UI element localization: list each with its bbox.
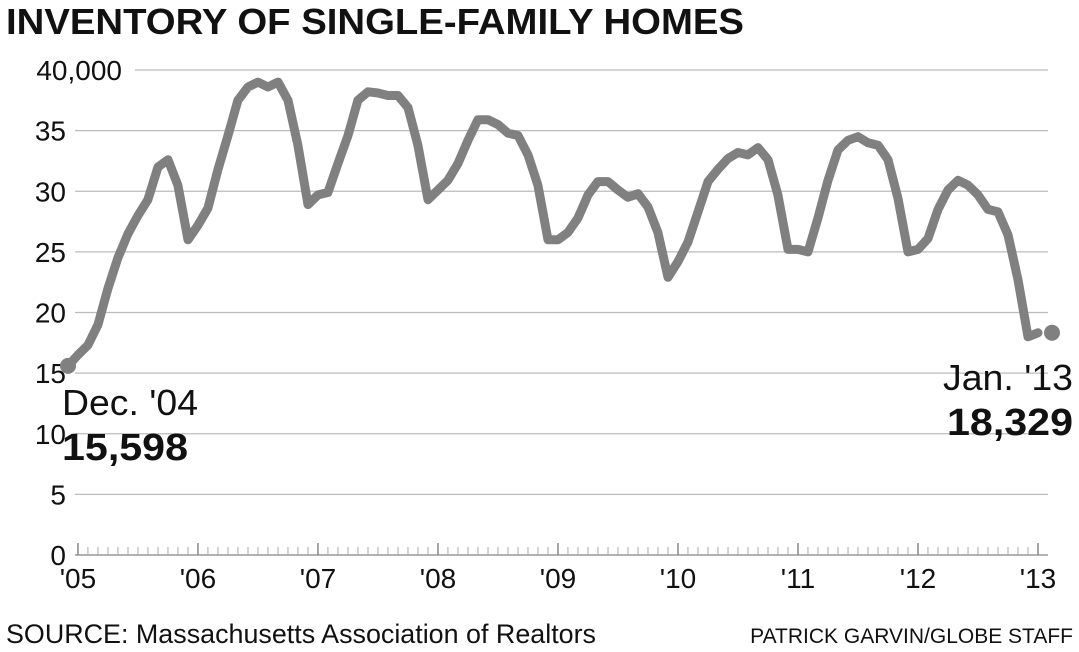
value-label: 18,329 — [947, 402, 1073, 444]
x-tick-label: '09 — [540, 563, 577, 594]
y-tick-label: 25 — [35, 237, 66, 268]
y-tick-label: 20 — [35, 298, 66, 329]
x-tick-label: '05 — [60, 563, 97, 594]
y-tick-label: 0 — [50, 540, 66, 571]
y-tick-label: 35 — [35, 116, 66, 147]
x-tick-label: '12 — [900, 563, 937, 594]
end-point — [60, 357, 76, 374]
x-tick-label: '10 — [660, 563, 697, 594]
chart-title: INVENTORY OF SINGLE-FAMILY HOMES — [6, 1, 744, 42]
x-tick-label: '11 — [781, 563, 815, 594]
x-tick-label: '13 — [1020, 563, 1057, 594]
source: SOURCE: Massachusetts Association of Rea… — [6, 619, 596, 649]
x-tick-label: '07 — [300, 563, 337, 594]
y-tick-label: 40,000 — [36, 55, 122, 86]
data-line — [63, 77, 1043, 371]
x-tick-label: '06 — [180, 563, 217, 594]
annotation: Dec. '04 — [62, 382, 198, 423]
y-tick-label: 10 — [35, 419, 66, 450]
end-point — [1044, 324, 1060, 341]
value-label: 15,598 — [62, 427, 188, 469]
y-tick-label: 5 — [50, 479, 66, 510]
annotation: Jan. '13 — [943, 357, 1073, 398]
credit: PATRICK GARVIN/GLOBE STAFF — [750, 625, 1073, 648]
y-tick-label: 30 — [35, 176, 66, 207]
x-tick-label: '08 — [420, 563, 457, 594]
